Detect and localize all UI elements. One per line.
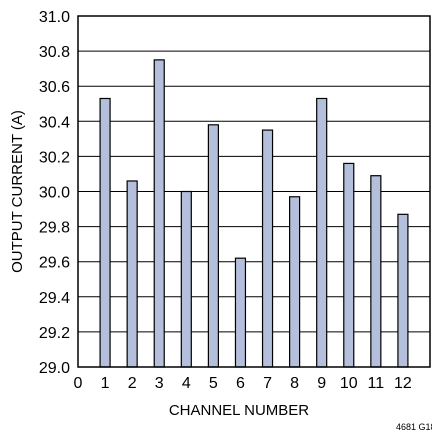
x-tick-label: 4 <box>182 375 191 392</box>
x-tick-label: 5 <box>209 375 218 392</box>
x-tick-labels: 0 1 2 3 4 5 6 7 8 9 10 11 12 <box>74 375 412 392</box>
bar-channel-11 <box>370 175 382 368</box>
x-tick-label: 7 <box>263 375 272 392</box>
x-tick-label: 3 <box>155 375 164 392</box>
y-tick-label: 30.4 <box>39 114 70 131</box>
x-tick-label: 0 <box>74 375 83 392</box>
y-tick-label: 29.2 <box>39 325 70 342</box>
figure-code: 4681 G18 <box>396 422 432 432</box>
y-tick-label: 29.8 <box>39 220 70 237</box>
bar-channel-7 <box>261 129 274 368</box>
bar-channel-12 <box>397 213 409 368</box>
x-tick-label: 12 <box>394 375 412 392</box>
x-tick-label: 9 <box>317 375 326 392</box>
bar-channel-2 <box>126 180 138 368</box>
x-axis-title: CHANNEL NUMBER <box>169 402 309 419</box>
bar-channel-8 <box>289 196 301 368</box>
bar-channel-6 <box>234 257 247 368</box>
y-tick-label: 29.4 <box>39 290 70 307</box>
y-tick-label: 29.6 <box>39 255 70 272</box>
y-tick-label: 29.0 <box>39 360 70 377</box>
y-tick-label: 30.0 <box>39 185 70 202</box>
x-tick-label: 8 <box>290 375 299 392</box>
y-tick-label: 31.0 <box>39 9 70 26</box>
y-tick-label: 30.8 <box>39 44 70 61</box>
bar-channel-1 <box>99 97 111 368</box>
bar-channel-10 <box>343 162 355 368</box>
x-tick-label: 1 <box>101 375 110 392</box>
x-tick-label: 11 <box>368 375 385 392</box>
bar-channel-3 <box>153 59 165 368</box>
plot-frame <box>77 15 431 368</box>
bar-channel-9 <box>316 97 328 368</box>
y-tick-label: 30.6 <box>39 79 70 96</box>
y-tick-label: 30.2 <box>39 149 70 166</box>
bar-channel-4 <box>180 190 192 368</box>
x-tick-label: 10 <box>340 375 358 392</box>
bar-series <box>99 59 409 368</box>
y-axis-title: OUTPUT CURRENT (A) <box>9 110 26 273</box>
x-tick-label: 2 <box>128 375 137 392</box>
y-tick-labels: 29.0 29.2 29.4 29.6 29.8 30.0 30.2 30.4 30.6 30.8… <box>39 9 70 377</box>
bar-channel-5 <box>207 124 219 368</box>
x-tick-label: 6 <box>236 375 245 392</box>
